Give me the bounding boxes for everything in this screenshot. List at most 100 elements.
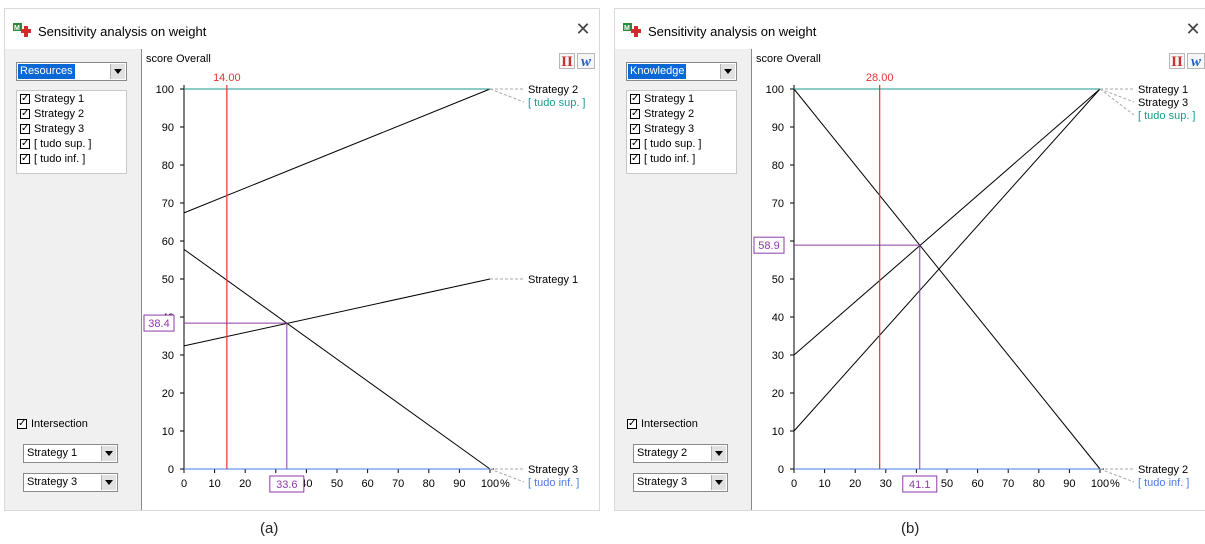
- plot-title: score Overall: [756, 53, 821, 65]
- series-line: [793, 88, 1101, 470]
- checkbox[interactable]: ✓: [630, 93, 640, 104]
- series-end-label: Strategy 2: [528, 84, 578, 96]
- x-tick-label: 0: [181, 478, 187, 490]
- intersection-strategy-a-dropdown[interactable]: Strategy 1: [23, 444, 118, 463]
- series-end-label: Strategy 1: [528, 274, 578, 286]
- checkbox[interactable]: ✓: [630, 138, 640, 149]
- y-tick-label: 90: [772, 122, 784, 134]
- criterion-dropdown[interactable]: Knowledge: [626, 62, 737, 81]
- checklist-label: [ tudo inf. ]: [34, 153, 86, 165]
- title-bar: M Sensitivity analysis on weight ✕: [615, 9, 1205, 49]
- y-tick-label: 30: [772, 350, 784, 362]
- chevron-down-icon[interactable]: [110, 64, 125, 79]
- dropdown-value: Strategy 3: [637, 476, 688, 488]
- checkbox[interactable]: ✓: [17, 418, 27, 429]
- series-end-label: [ tudo inf. ]: [528, 477, 579, 489]
- checkbox[interactable]: ✓: [20, 153, 30, 164]
- plot-title: score Overall: [146, 53, 211, 65]
- figure-caption-b: (b): [901, 520, 920, 537]
- intersection-strategy-b-dropdown[interactable]: Strategy 3: [23, 473, 118, 492]
- x-tick-label: 80: [1033, 478, 1045, 490]
- word-export-icon[interactable]: w: [1187, 53, 1205, 70]
- svg-text:M: M: [14, 25, 20, 32]
- series-line: [183, 88, 491, 214]
- checklist-label: Strategy 3: [34, 123, 85, 135]
- chevron-down-icon[interactable]: [711, 446, 726, 461]
- y-tick-label: 20: [162, 388, 174, 400]
- x-tick-label: 60: [361, 478, 373, 490]
- checkbox[interactable]: ✓: [20, 138, 30, 149]
- x-tick-label: 70: [392, 478, 404, 490]
- y-tick-label: 10: [162, 426, 174, 438]
- intersection-x-label: 41.1: [909, 479, 930, 491]
- x-tick-label: 50: [331, 478, 343, 490]
- series-line: [183, 278, 491, 347]
- pause-icon[interactable]: II: [559, 53, 575, 70]
- checklist-label: Strategy 2: [644, 108, 695, 120]
- y-tick-label: 70: [162, 198, 174, 210]
- checkbox[interactable]: ✓: [630, 153, 640, 164]
- criterion-dropdown[interactable]: Resources: [16, 62, 127, 81]
- intersection-y-box: [753, 236, 785, 254]
- intersection-strategy-b-dropdown[interactable]: Strategy 3: [633, 473, 728, 492]
- left-panel: Resources ✓ Strategy 1 ✓ Strategy 2 ✓ St…: [5, 49, 142, 510]
- y-tick-label: 50: [772, 274, 784, 286]
- word-export-icon[interactable]: w: [577, 53, 595, 70]
- close-button[interactable]: ✕: [575, 19, 591, 39]
- chevron-down-icon[interactable]: [101, 475, 116, 490]
- label-leader: [489, 468, 525, 483]
- y-tick-label: 10: [772, 426, 784, 438]
- intersection-label: Intersection: [641, 418, 698, 430]
- y-tick-label: 20: [772, 388, 784, 400]
- y-tick-label: 100: [766, 84, 784, 96]
- chevron-down-icon[interactable]: [711, 475, 726, 490]
- svg-text:M: M: [624, 25, 630, 32]
- checklist-label: [ tudo sup. ]: [644, 138, 702, 150]
- x-tick-label: 20: [849, 478, 861, 490]
- criterion-value: Knowledge: [628, 64, 687, 79]
- y-tick-label: 70: [772, 198, 784, 210]
- checklist-label: Strategy 1: [644, 93, 695, 105]
- label-leader: [1099, 88, 1135, 103]
- x-tick-label: 70: [1002, 478, 1014, 490]
- y-tick-label: 30: [162, 350, 174, 362]
- series-end-label: Strategy 3: [528, 464, 578, 476]
- y-tick-label: 40: [772, 312, 784, 324]
- intersection-x-box: [269, 475, 305, 493]
- checkbox[interactable]: ✓: [20, 108, 30, 119]
- checklist-label: Strategy 2: [34, 108, 85, 120]
- x-tick-label: 60: [971, 478, 983, 490]
- series-line: [183, 248, 491, 470]
- dropdown-value: Strategy 3: [27, 476, 78, 488]
- dropdown-value: Strategy 2: [637, 447, 688, 459]
- x-tick-label: 20: [239, 478, 251, 490]
- checkbox[interactable]: ✓: [627, 418, 637, 429]
- pause-icon[interactable]: II: [1169, 53, 1185, 70]
- checkbox[interactable]: ✓: [20, 123, 30, 134]
- series-line: [793, 88, 1101, 432]
- intersection-y-label: 58.9: [758, 240, 779, 252]
- y-tick-label: 80: [772, 160, 784, 172]
- checklist-label: [ tudo sup. ]: [34, 138, 92, 150]
- x-unit-label: %: [500, 478, 510, 490]
- y-tick-label: 50: [162, 274, 174, 286]
- sensitivity-plot: score Overall 0 10 20 30 40 50 60 70 80 90 100 0 10 20…: [752, 49, 1205, 511]
- intersection-label: Intersection: [31, 418, 88, 430]
- close-button[interactable]: ✕: [1185, 19, 1201, 39]
- weight-line-label: 28.00: [866, 72, 894, 84]
- sensitivity-chart: score Overall010203040506070809010001020…: [143, 53, 585, 493]
- x-tick-label: 90: [453, 478, 465, 490]
- sensitivity-window-a: M Sensitivity analysis on weight ✕ Resou…: [4, 8, 600, 511]
- x-tick-label: 10: [208, 478, 220, 490]
- checkbox[interactable]: ✓: [630, 123, 640, 134]
- series-line: [793, 88, 1101, 356]
- window-title: Sensitivity analysis on weight: [648, 24, 817, 39]
- intersection-strategy-a-dropdown[interactable]: Strategy 2: [633, 444, 728, 463]
- checkbox[interactable]: ✓: [630, 108, 640, 119]
- x-tick-label: 90: [1063, 478, 1075, 490]
- intersection-y-label: 38.4: [148, 318, 169, 330]
- chevron-down-icon[interactable]: [720, 64, 735, 79]
- x-tick-label: 30: [880, 478, 892, 490]
- chevron-down-icon[interactable]: [101, 446, 116, 461]
- checkbox[interactable]: ✓: [20, 93, 30, 104]
